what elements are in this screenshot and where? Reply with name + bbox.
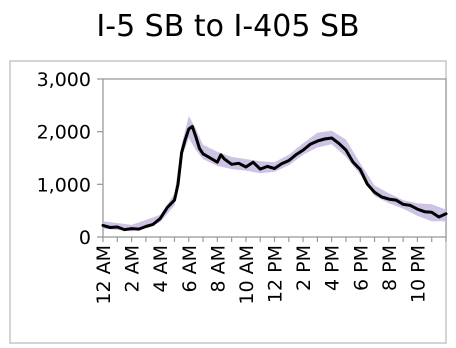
data-point bbox=[188, 128, 190, 130]
data-point bbox=[402, 203, 404, 205]
data-point bbox=[245, 166, 247, 168]
data-point bbox=[345, 149, 347, 151]
data-point bbox=[252, 161, 254, 163]
data-point bbox=[424, 211, 426, 213]
data-point bbox=[409, 204, 411, 206]
data-point bbox=[438, 216, 440, 218]
data-point bbox=[309, 143, 311, 145]
y-tick-label: 0 bbox=[79, 227, 91, 249]
data-point bbox=[202, 153, 204, 155]
data-point bbox=[295, 154, 297, 156]
x-tick-label: 8 AM bbox=[207, 245, 229, 293]
data-point bbox=[152, 223, 154, 225]
data-point bbox=[445, 213, 447, 215]
data-point bbox=[223, 158, 226, 160]
data-point bbox=[102, 224, 104, 226]
x-tick-label: 2 PM bbox=[293, 245, 315, 291]
data-point bbox=[145, 225, 147, 228]
data-point bbox=[216, 161, 218, 163]
plot-area-border bbox=[102, 78, 447, 238]
data-point bbox=[191, 125, 193, 127]
data-point bbox=[195, 136, 197, 138]
data-point bbox=[238, 162, 240, 164]
data-point bbox=[373, 191, 376, 193]
series-line bbox=[101, 124, 448, 232]
data-point bbox=[177, 183, 179, 185]
data-point bbox=[288, 160, 290, 162]
data-point bbox=[323, 138, 326, 140]
chart-title: I-5 SB to I-405 SB bbox=[96, 9, 360, 44]
data-point bbox=[138, 228, 140, 230]
data-point bbox=[331, 137, 333, 139]
y-tick-label: 2,000 bbox=[37, 122, 91, 144]
data-point bbox=[116, 226, 118, 228]
y-tick-label: 1,000 bbox=[37, 174, 91, 196]
data-point bbox=[366, 183, 368, 185]
series-line-layer bbox=[101, 124, 448, 232]
x-tick-label: 6 AM bbox=[179, 245, 201, 293]
data-point bbox=[184, 139, 186, 141]
x-axis: 12 AM 2 AM 4 AM 6 AM 8 AM 10 AM 12 PM 2 PM 4 PM 6… bbox=[93, 237, 447, 305]
x-tick-label: 10 PM bbox=[407, 245, 429, 303]
data-point bbox=[388, 198, 390, 200]
data-point bbox=[281, 163, 283, 165]
x-tick-label: 6 PM bbox=[350, 245, 372, 291]
data-point bbox=[131, 228, 133, 230]
data-point bbox=[198, 147, 201, 150]
data-point bbox=[231, 163, 233, 165]
x-tick-label: 12 AM bbox=[93, 245, 115, 305]
data-point bbox=[173, 199, 176, 201]
data-point bbox=[381, 196, 383, 198]
data-point bbox=[166, 206, 168, 209]
x-tick-label: 4 PM bbox=[322, 245, 344, 291]
data-point bbox=[302, 149, 304, 151]
data-point bbox=[431, 211, 433, 213]
x-tick-label: 4 AM bbox=[150, 245, 172, 293]
data-point bbox=[352, 161, 354, 163]
data-point bbox=[266, 165, 268, 167]
data-point bbox=[159, 218, 161, 220]
data-point bbox=[316, 140, 318, 142]
x-tick-label: 2 AM bbox=[122, 245, 144, 293]
data-point bbox=[395, 199, 397, 201]
data-point bbox=[359, 169, 361, 171]
data-point bbox=[220, 154, 222, 156]
data-point bbox=[109, 226, 111, 229]
y-axis: 0 1,000 2,000 3,000 bbox=[37, 69, 103, 249]
x-tick-label: 8 PM bbox=[379, 245, 401, 291]
y-tick-label: 3,000 bbox=[37, 69, 91, 91]
data-point bbox=[416, 208, 418, 210]
data-point bbox=[123, 229, 125, 231]
x-tick-label: 12 PM bbox=[265, 245, 287, 303]
data-point bbox=[181, 152, 183, 154]
data-point bbox=[338, 142, 340, 144]
x-tick-label: 10 AM bbox=[236, 245, 258, 305]
data-point bbox=[259, 168, 261, 170]
data-point bbox=[209, 157, 211, 159]
data-point bbox=[273, 167, 276, 170]
